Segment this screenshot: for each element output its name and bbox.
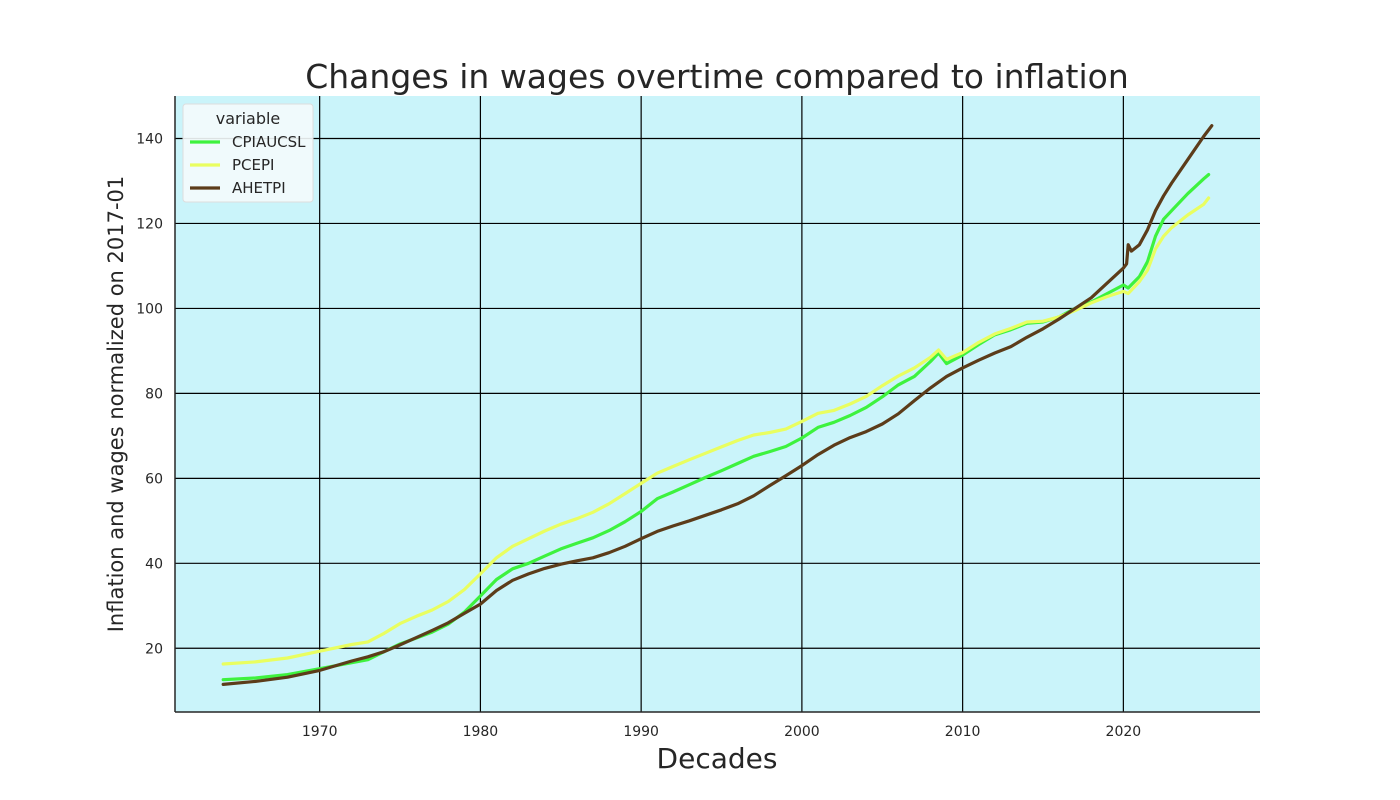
- legend-label-pcepi: PCEPI: [232, 156, 274, 174]
- legend-label-ahetpi: AHETPI: [232, 179, 286, 197]
- x-tick-label: 1980: [463, 724, 499, 740]
- x-tick-label: 2000: [784, 724, 820, 740]
- series-line-pcepi: [221, 196, 1211, 666]
- plot-area: [175, 96, 1260, 712]
- legend-title: variable: [216, 109, 281, 128]
- y-tick-label: 120: [136, 216, 163, 232]
- chart-title: Changes in wages overtime compared to in…: [305, 57, 1129, 96]
- y-tick-label: 140: [136, 131, 163, 147]
- series-line-ahetpi: [221, 124, 1214, 686]
- axes: [174, 96, 1260, 713]
- series-lines: [221, 124, 1214, 686]
- gridlines: [175, 96, 1260, 712]
- legend: variable CPIAUCSL PCEPI AHETPI: [182, 103, 314, 203]
- x-tick-label: 2010: [945, 724, 981, 740]
- legend-box: [182, 103, 314, 203]
- y-tick-label: 80: [145, 386, 163, 402]
- x-tick-label: 1990: [623, 724, 659, 740]
- x-axis-title: Decades: [657, 742, 778, 775]
- y-axis-title: Inflation and wages normalized on 2017-0…: [104, 176, 128, 633]
- y-tick-label: 100: [136, 301, 163, 317]
- x-tick-label: 2020: [1106, 724, 1142, 740]
- legend-items: CPIAUCSL PCEPI AHETPI: [190, 133, 306, 197]
- legend-label-cpiaucsl: CPIAUCSL: [232, 133, 306, 151]
- tick-labels: 1970 1980 1990 2000 2010 20202040608010012014…: [136, 131, 1141, 740]
- y-tick-label: 60: [145, 471, 163, 487]
- y-tick-label: 20: [145, 641, 163, 657]
- x-tick-label: 1970: [302, 724, 338, 740]
- y-tick-label: 40: [145, 556, 163, 572]
